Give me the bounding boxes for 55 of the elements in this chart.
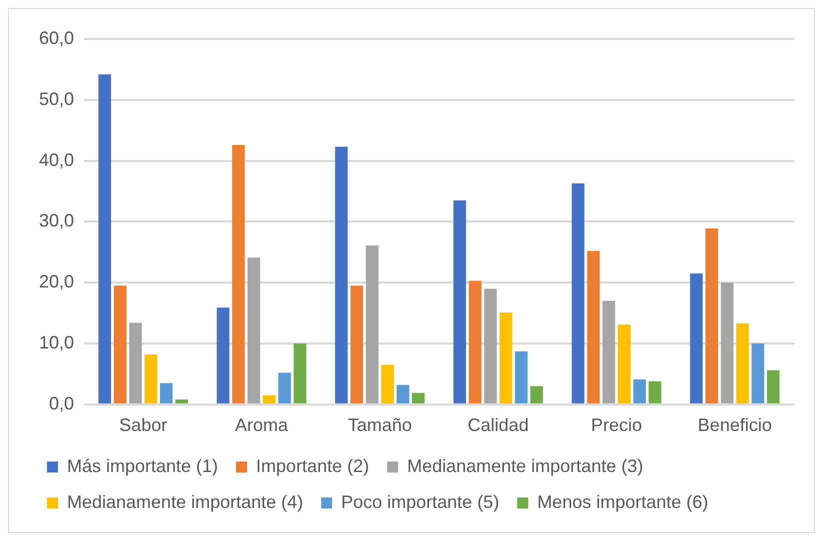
bar <box>530 386 543 404</box>
legend-label: Medianamente importante (4) <box>67 492 304 512</box>
bar <box>232 144 245 404</box>
bar <box>396 384 410 404</box>
bar <box>381 364 394 404</box>
bar <box>160 383 173 404</box>
bar <box>350 286 364 404</box>
bar <box>335 146 348 404</box>
y-tick-label: 20,0 <box>38 272 74 292</box>
x-tick-label: Tamaño <box>348 415 412 436</box>
bar <box>468 280 482 404</box>
bar <box>514 351 528 404</box>
bar <box>175 400 188 404</box>
bar <box>602 300 616 404</box>
y-tick-label: 30,0 <box>38 210 74 231</box>
bar <box>648 381 662 404</box>
legend-label: Importante (2) <box>256 456 370 476</box>
y-tick-label: 50,0 <box>38 88 74 109</box>
bar <box>484 288 497 404</box>
x-tick-label: Calidad <box>468 415 529 436</box>
bar <box>129 322 142 404</box>
bar <box>572 183 584 404</box>
legend-label: Poco importante (5) <box>341 492 500 512</box>
bar <box>500 312 512 404</box>
y-tick-label: 40,0 <box>38 150 74 170</box>
bar <box>752 344 764 404</box>
bar <box>262 395 276 404</box>
bar <box>366 245 378 404</box>
bar <box>453 200 466 404</box>
bar <box>633 379 646 404</box>
bar <box>618 324 631 404</box>
x-tick-label: Beneficio <box>698 415 772 436</box>
x-tick-label: Sabor <box>119 415 168 436</box>
bar <box>690 273 703 404</box>
x-tick-label: Precio <box>590 415 642 436</box>
y-tick-label: 60,0 <box>38 28 74 48</box>
y-tick-label: 10,0 <box>38 332 74 352</box>
bar <box>412 392 425 404</box>
bar <box>248 258 260 404</box>
legend-label: Medianamente importante (3) <box>407 456 644 476</box>
bar <box>736 323 749 404</box>
legend-label: Más importante (1) <box>67 456 218 476</box>
bar <box>587 250 600 404</box>
bar <box>278 372 291 404</box>
bar <box>294 344 306 404</box>
bar <box>720 282 734 404</box>
bar <box>98 74 112 404</box>
legend-label: Menos importante (6) <box>537 492 708 512</box>
bar <box>705 228 718 404</box>
bar <box>216 308 230 404</box>
bar <box>144 354 158 404</box>
y-tick-label: 0,0 <box>49 393 74 414</box>
bar <box>114 286 126 404</box>
bar <box>766 370 780 404</box>
x-tick-label: Aroma <box>235 415 290 436</box>
